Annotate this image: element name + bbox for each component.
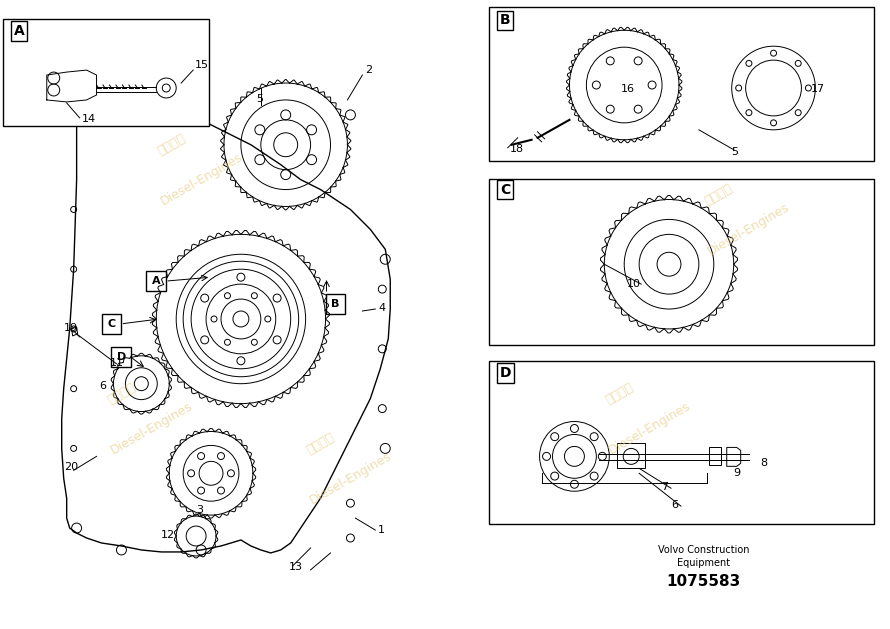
- Text: Diesel-Engines: Diesel-Engines: [706, 201, 792, 258]
- FancyBboxPatch shape: [111, 347, 132, 367]
- FancyBboxPatch shape: [101, 314, 121, 334]
- Text: Diesel-Engines: Diesel-Engines: [158, 151, 245, 208]
- Text: 1: 1: [378, 525, 385, 535]
- Text: 10: 10: [627, 279, 641, 289]
- Text: 20: 20: [64, 462, 77, 472]
- Text: 紧发动力: 紧发动力: [603, 381, 635, 407]
- Polygon shape: [727, 447, 740, 466]
- Text: A: A: [152, 276, 160, 286]
- Text: 1075583: 1075583: [667, 574, 741, 589]
- Text: 15: 15: [195, 60, 209, 70]
- Text: 11: 11: [109, 358, 124, 368]
- Text: C: C: [108, 319, 116, 329]
- Text: 3: 3: [196, 505, 203, 515]
- Text: 5: 5: [255, 94, 263, 104]
- Text: 5: 5: [731, 147, 738, 157]
- Text: Diesel-Engines: Diesel-Engines: [307, 450, 393, 507]
- FancyBboxPatch shape: [489, 361, 874, 524]
- Text: 7: 7: [661, 482, 668, 493]
- FancyBboxPatch shape: [489, 179, 874, 345]
- Text: 6: 6: [671, 500, 678, 510]
- Text: 16: 16: [621, 84, 635, 94]
- Text: 19: 19: [64, 323, 77, 333]
- Text: 4: 4: [378, 303, 385, 313]
- Text: D: D: [500, 365, 511, 380]
- Text: 13: 13: [288, 562, 303, 572]
- Text: 8: 8: [761, 459, 768, 469]
- Text: B: B: [500, 13, 510, 27]
- Text: B: B: [331, 299, 340, 309]
- FancyBboxPatch shape: [489, 8, 874, 160]
- Text: C: C: [500, 182, 510, 196]
- Text: D: D: [117, 352, 126, 362]
- Text: 18: 18: [510, 143, 524, 153]
- Text: 9: 9: [733, 468, 740, 478]
- Text: 12: 12: [161, 530, 175, 540]
- Text: 14: 14: [82, 114, 96, 124]
- Text: 紧发动力: 紧发动力: [702, 181, 735, 208]
- Text: 紧发动力: 紧发动力: [105, 381, 138, 407]
- Text: Volvo Construction: Volvo Construction: [658, 545, 749, 555]
- Text: A: A: [14, 25, 25, 38]
- Text: 紧发动力: 紧发动力: [304, 430, 336, 457]
- Text: 2: 2: [366, 65, 373, 75]
- Bar: [618, 443, 645, 469]
- Text: Diesel-Engines: Diesel-Engines: [606, 400, 692, 457]
- Bar: [708, 447, 721, 465]
- Text: 6: 6: [100, 381, 107, 391]
- FancyBboxPatch shape: [3, 19, 209, 126]
- FancyBboxPatch shape: [326, 294, 345, 314]
- Text: 紧发动力: 紧发动力: [155, 131, 188, 158]
- Text: Diesel-Engines: Diesel-Engines: [108, 400, 195, 457]
- Text: 17: 17: [811, 84, 824, 94]
- Text: Equipment: Equipment: [677, 558, 731, 568]
- FancyBboxPatch shape: [146, 271, 166, 291]
